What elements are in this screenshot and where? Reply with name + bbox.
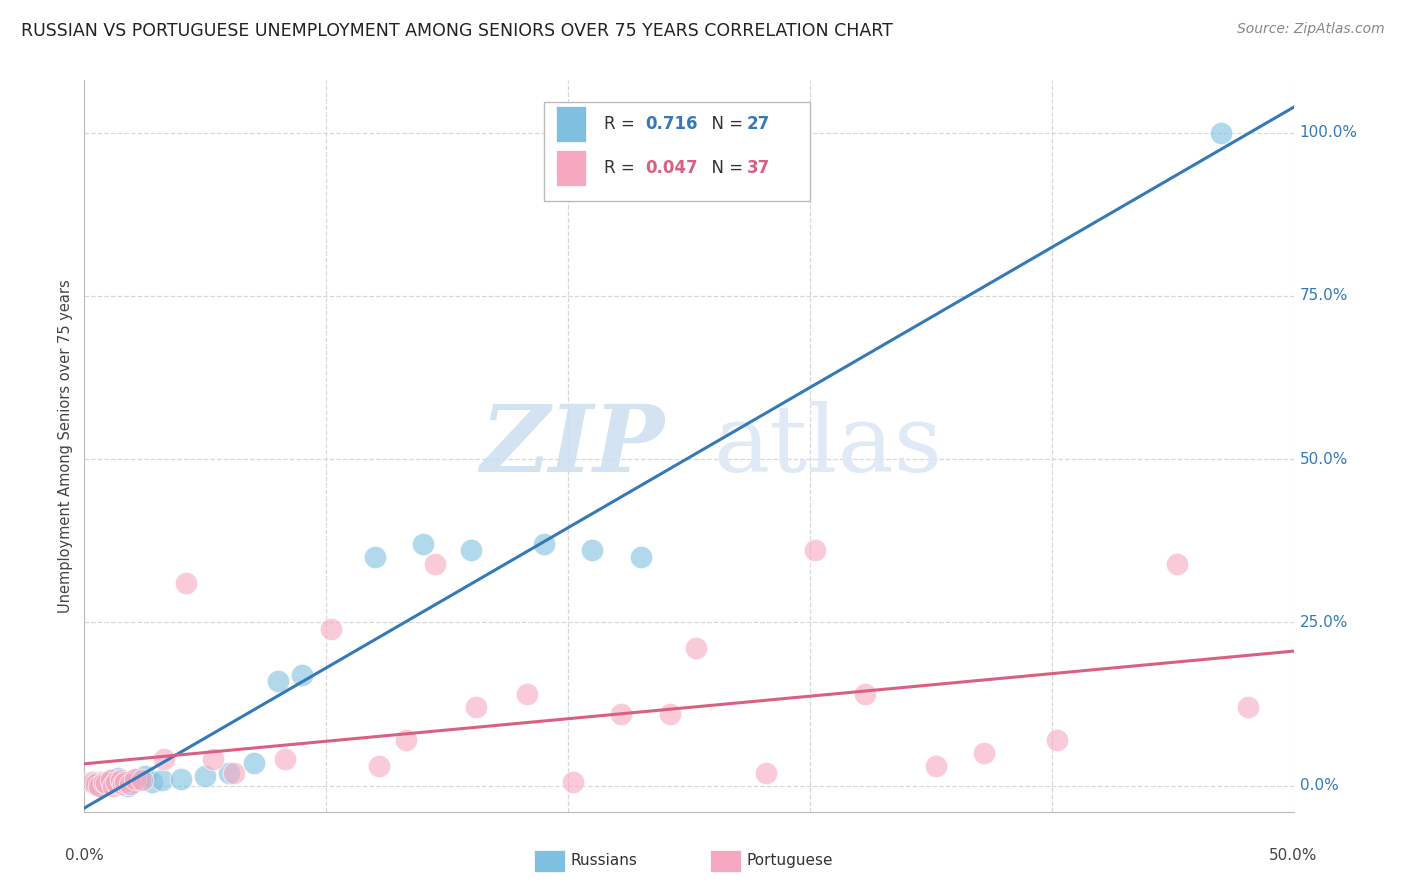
Point: [201, 752, 224, 766]
Point: [516, 687, 538, 701]
Point: [131, 773, 153, 788]
Text: Russians: Russians: [571, 854, 638, 868]
Text: 37: 37: [747, 159, 770, 177]
Text: 0.716: 0.716: [645, 115, 697, 133]
Text: 0.0%: 0.0%: [65, 847, 104, 863]
FancyBboxPatch shape: [555, 150, 586, 186]
Point: [170, 772, 193, 786]
Point: [87, 774, 110, 789]
Point: [104, 775, 127, 789]
Text: N =: N =: [702, 115, 748, 133]
Point: [174, 576, 197, 591]
Point: [141, 775, 163, 789]
Text: 25.0%: 25.0%: [1299, 615, 1348, 630]
Point: [291, 667, 314, 681]
Point: [100, 773, 122, 788]
Text: 75.0%: 75.0%: [1299, 288, 1348, 303]
Text: N =: N =: [702, 159, 748, 177]
Point: [460, 543, 482, 558]
Point: [685, 641, 707, 656]
Text: ZIP: ZIP: [481, 401, 665, 491]
Point: [94, 776, 117, 790]
Point: [224, 765, 246, 780]
Point: [121, 775, 143, 789]
Point: [120, 777, 142, 791]
Point: [973, 746, 995, 760]
Text: R =: R =: [605, 115, 640, 133]
Point: [117, 779, 139, 793]
Point: [87, 779, 110, 793]
Point: [561, 775, 583, 789]
Point: [103, 779, 125, 793]
Point: [107, 771, 129, 785]
Point: [658, 706, 681, 721]
Point: [242, 756, 264, 770]
Point: [924, 759, 946, 773]
Point: [100, 773, 122, 788]
Text: atlas: atlas: [713, 401, 942, 491]
Y-axis label: Unemployment Among Seniors over 75 years: Unemployment Among Seniors over 75 years: [58, 279, 73, 613]
FancyBboxPatch shape: [555, 106, 586, 143]
Point: [134, 769, 156, 783]
Point: [124, 772, 146, 786]
Point: [90, 779, 112, 793]
Point: [1045, 732, 1067, 747]
Point: [93, 774, 115, 789]
Point: [1236, 700, 1258, 714]
Point: [363, 549, 385, 564]
Point: [112, 777, 135, 791]
Point: [533, 537, 555, 551]
Text: RUSSIAN VS PORTUGUESE UNEMPLOYMENT AMONG SENIORS OVER 75 YEARS CORRELATION CHART: RUSSIAN VS PORTUGUESE UNEMPLOYMENT AMONG…: [21, 22, 893, 40]
Point: [465, 700, 488, 714]
Text: Source: ZipAtlas.com: Source: ZipAtlas.com: [1237, 22, 1385, 37]
Text: Portuguese: Portuguese: [747, 854, 834, 868]
Text: R =: R =: [605, 159, 640, 177]
Point: [274, 752, 297, 766]
Point: [127, 772, 149, 786]
Text: 0.0%: 0.0%: [1299, 778, 1339, 793]
Point: [755, 765, 778, 780]
Point: [80, 775, 103, 789]
Point: [630, 549, 652, 564]
Point: [94, 775, 117, 789]
Point: [412, 537, 434, 551]
Point: [114, 774, 136, 789]
Point: [153, 752, 176, 766]
Text: 50.0%: 50.0%: [1270, 847, 1317, 863]
Point: [194, 769, 217, 783]
Point: [150, 773, 173, 788]
Text: 50.0%: 50.0%: [1299, 451, 1348, 467]
Point: [110, 773, 132, 788]
Point: [610, 706, 633, 721]
Point: [83, 777, 105, 791]
Point: [112, 777, 135, 791]
Point: [218, 765, 240, 780]
Point: [1209, 126, 1232, 140]
Point: [368, 759, 391, 773]
Text: 0.047: 0.047: [645, 159, 697, 177]
Point: [319, 622, 342, 636]
Point: [1166, 557, 1188, 571]
Point: [423, 557, 446, 571]
Point: [803, 543, 825, 558]
Text: 27: 27: [747, 115, 770, 133]
Text: 100.0%: 100.0%: [1299, 125, 1358, 140]
Point: [86, 777, 108, 791]
Point: [581, 543, 603, 558]
Point: [104, 775, 127, 789]
FancyBboxPatch shape: [544, 103, 810, 201]
Point: [855, 687, 877, 701]
Point: [395, 732, 418, 747]
Point: [267, 674, 290, 689]
